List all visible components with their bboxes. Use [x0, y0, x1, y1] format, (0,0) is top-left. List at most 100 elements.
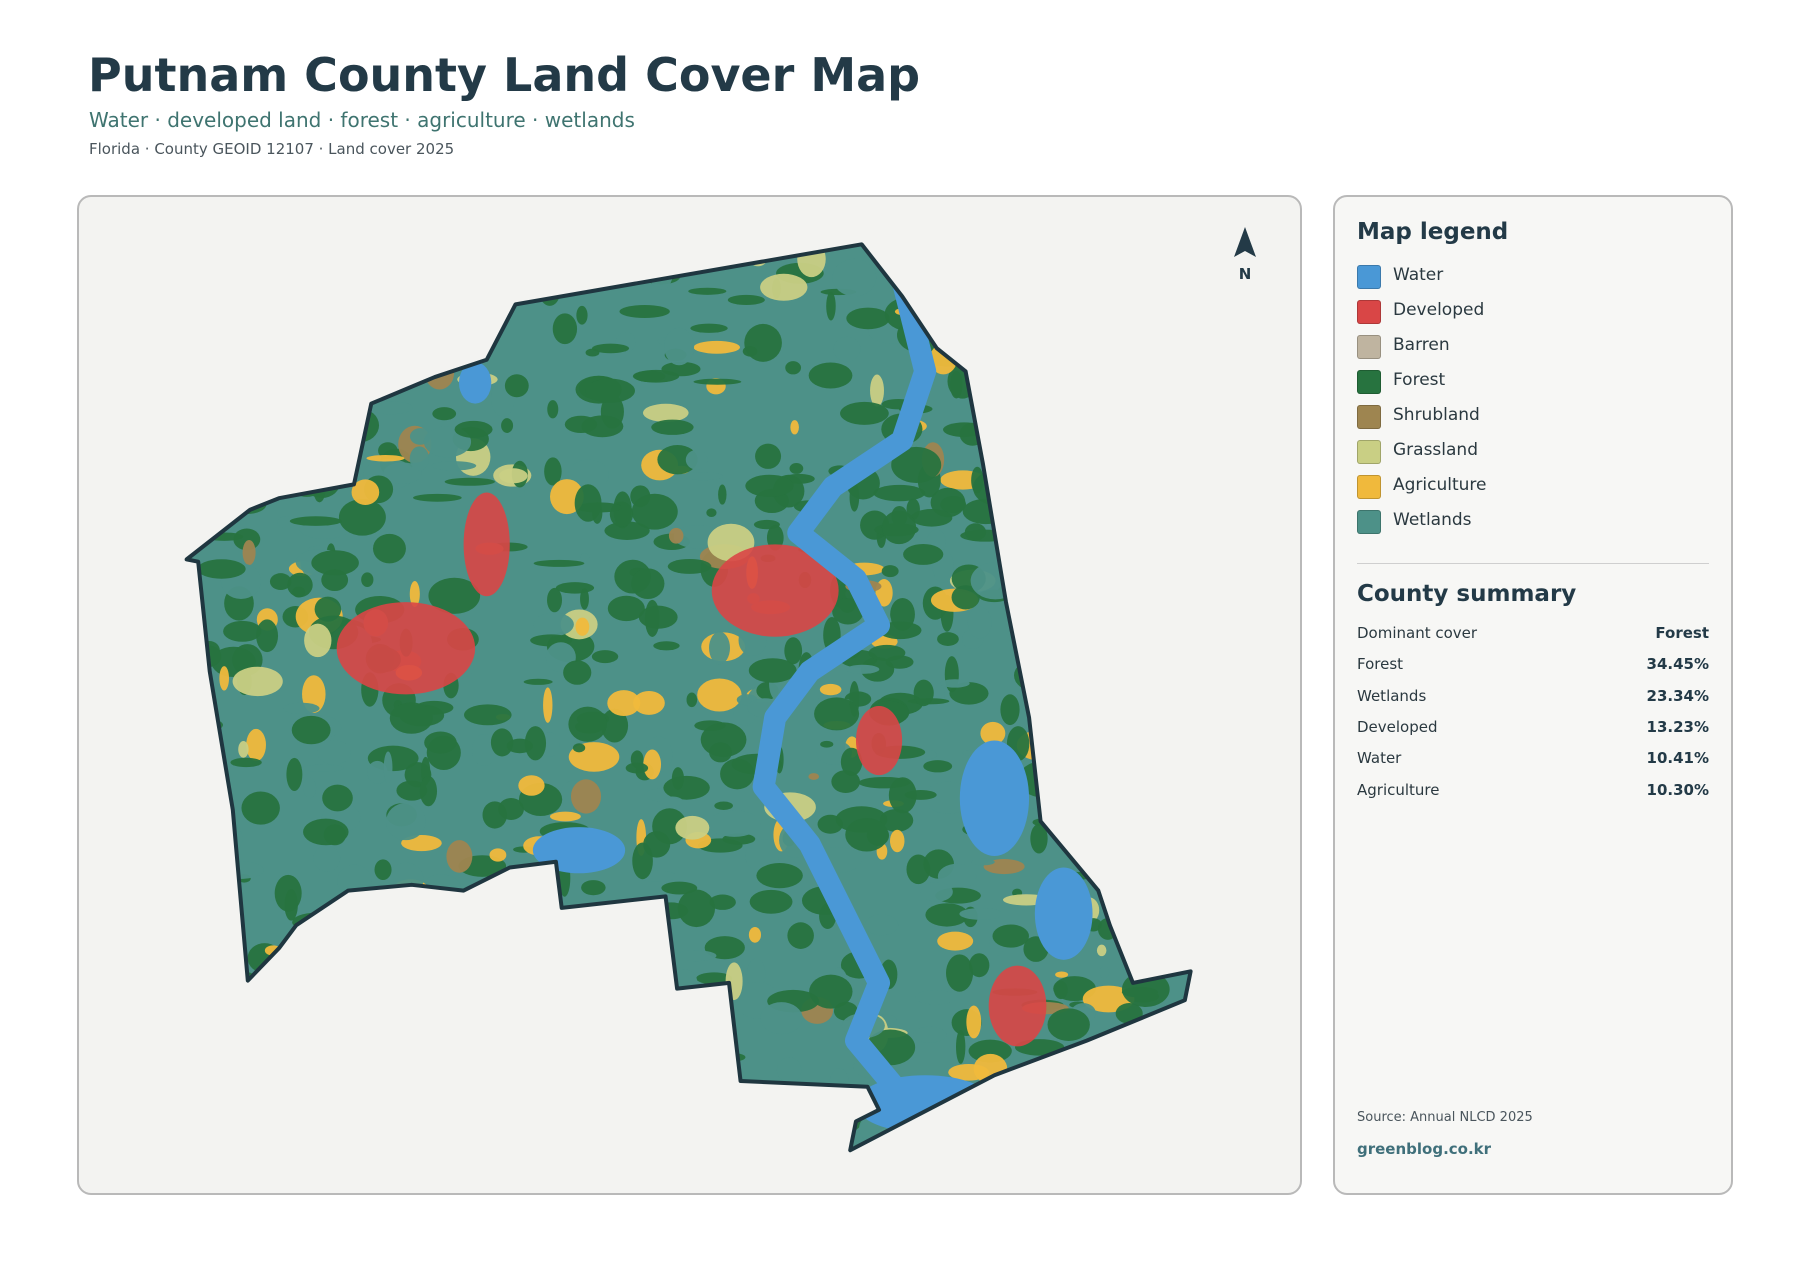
cover-patch [209, 1072, 222, 1095]
cover-patch [186, 1034, 225, 1050]
cover-patch [832, 598, 864, 625]
cover-patch [923, 760, 953, 773]
cover-patch [198, 382, 249, 401]
cover-patch [409, 581, 420, 608]
cover-patch [638, 605, 678, 629]
cover-patch [868, 644, 906, 661]
cover-patch [209, 1105, 218, 1119]
cover-patch [1049, 762, 1074, 797]
cover-patch [275, 1043, 306, 1080]
cover-patch [683, 472, 724, 481]
cover-patch [231, 391, 267, 404]
cover-patch [960, 529, 1011, 542]
cover-patch [428, 577, 481, 614]
cover-patch [289, 516, 342, 526]
cover-patch [186, 441, 214, 462]
cover-patch [693, 340, 741, 354]
cover-patch [608, 1121, 660, 1131]
cover-patch [472, 282, 503, 309]
cover-patch [661, 1071, 692, 1080]
cover-patch [715, 1002, 733, 1033]
cover-patch [1099, 814, 1147, 832]
cover-patch [241, 791, 280, 825]
cover-patch [999, 547, 1029, 564]
cover-patch [1057, 396, 1102, 417]
cover-patch [544, 1133, 580, 1151]
cover-patch [484, 994, 536, 1022]
summary-label: Developed [1357, 717, 1438, 736]
cover-patch [547, 587, 563, 613]
legend-label: Grassland [1393, 440, 1478, 460]
cover-patch [1082, 828, 1112, 848]
cover-patch [661, 881, 698, 895]
cover-patch [513, 1080, 538, 1099]
cover-patch [870, 374, 884, 407]
cover-patch [364, 255, 394, 282]
cover-patch [1159, 613, 1172, 627]
cover-patch [1123, 1083, 1145, 1093]
cover-patch [956, 1029, 966, 1064]
cover-patch [961, 244, 1006, 250]
cover-patch [1112, 371, 1164, 404]
cover-patch [667, 1076, 714, 1092]
cover-patch [971, 858, 995, 866]
cover-patch [975, 338, 1018, 357]
cover-patch [766, 524, 784, 551]
cover-patch [1019, 1129, 1032, 1148]
cover-patch [776, 1057, 802, 1083]
cover-patch [444, 477, 495, 486]
cover-patch [197, 559, 246, 579]
cover-patch [409, 446, 430, 471]
cover-patch [563, 660, 592, 685]
cover-patch [195, 336, 232, 373]
cover-patch [709, 894, 736, 910]
cover-patch [188, 424, 207, 449]
cover-patch [246, 1095, 290, 1130]
cover-patch [1058, 293, 1078, 313]
cover-patch [677, 889, 716, 928]
cover-patch [577, 1025, 613, 1041]
cover-patch [631, 244, 660, 265]
cover-patch [784, 637, 803, 665]
cover-patch [268, 1110, 288, 1148]
cover-patch [198, 1056, 245, 1080]
cover-patch [186, 257, 205, 292]
cover-patch [1123, 419, 1149, 442]
cover-patch [1083, 1067, 1134, 1080]
cover-patch [1100, 1117, 1136, 1148]
cover-patch [368, 962, 410, 981]
cover-patch [635, 1077, 682, 1087]
cover-patch [1030, 541, 1078, 556]
cover-patch [614, 1045, 623, 1064]
cover-patch [977, 331, 1017, 344]
water-body [959, 740, 1030, 856]
cover-patch [832, 258, 877, 297]
cover-patch [1131, 808, 1158, 837]
cover-patch [1045, 590, 1073, 618]
cover-patch [709, 742, 732, 763]
legend-swatch [1357, 370, 1381, 394]
cover-patch [387, 862, 424, 897]
cover-patch [709, 1037, 723, 1063]
cover-patch [1167, 486, 1191, 497]
cover-patch [990, 318, 1026, 355]
cover-patch [1018, 281, 1037, 294]
cover-patch [1106, 829, 1132, 842]
summary-label: Wetlands [1357, 686, 1427, 705]
cover-patch [685, 1073, 710, 1105]
cover-patch [686, 692, 698, 708]
cover-patch [186, 1103, 214, 1118]
cover-patch [814, 697, 860, 731]
cover-patch [222, 1015, 241, 1032]
cover-patch [643, 749, 662, 780]
cover-patch [888, 777, 917, 814]
cover-patch [521, 975, 546, 1001]
cover-patch [385, 942, 423, 963]
summary-value: 23.34% [1646, 686, 1709, 705]
cover-patch [384, 284, 401, 302]
cover-patch [845, 817, 889, 852]
cover-patch [470, 965, 515, 993]
cover-patch [840, 747, 863, 776]
cover-patch [1023, 511, 1052, 549]
cover-patch [1077, 596, 1127, 610]
